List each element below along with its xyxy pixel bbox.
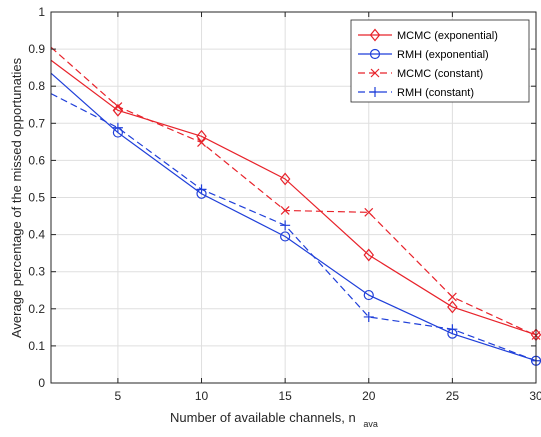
y-axis-label: Average percentage of the missed opportu… [9, 57, 24, 338]
x-tick-label: 20 [362, 389, 376, 403]
legend-entry: RMH (constant) [358, 87, 474, 99]
marker-x [370, 68, 380, 78]
legend-box [350, 19, 530, 103]
marker-x [364, 207, 374, 217]
y-tick-label: 0.4 [28, 228, 45, 242]
legend-entry: MCMC (constant) [358, 68, 483, 80]
x-axis-label: Number of available channels, n ava [170, 410, 378, 429]
legend: MCMC (exponential) RMH (exponential) MCMC … [350, 19, 530, 103]
x-tick-label: 5 [115, 389, 122, 403]
y-tick-label: 0 [38, 376, 45, 390]
legend-label: RMH (exponential) [397, 49, 489, 61]
y-tick-label: 0.6 [28, 153, 45, 167]
grid [51, 11, 537, 384]
marker-plus [370, 87, 380, 97]
marker-x [113, 102, 123, 112]
y-tick-label: 0.8 [28, 79, 45, 93]
marker-x [280, 206, 290, 215]
x-tick-label: 10 [195, 389, 209, 403]
marker-plus [280, 220, 291, 231]
ticks [51, 11, 537, 384]
marker-x [447, 292, 457, 302]
x-tick-labels: 5 10 15 20 25 30 [115, 389, 541, 403]
legend-label: RMH (constant) [397, 87, 474, 99]
legend-entry: RMH (exponential) [358, 48, 489, 61]
marker-plus [112, 122, 123, 133]
marker-diamond [363, 248, 375, 262]
marker-plus [447, 324, 458, 335]
y-tick-label: 0.1 [28, 339, 45, 353]
y-tick-label: 0.2 [28, 302, 45, 316]
x-tick-label: 15 [278, 389, 292, 403]
marker-circle [369, 48, 381, 60]
x-axis-label-main: Number of available channels, n [170, 410, 356, 425]
marker-diamond [369, 28, 381, 42]
marker-diamond [279, 172, 291, 186]
x-tick-label: 30 [529, 389, 541, 403]
marker-diamond [447, 300, 458, 314]
marker-plus [196, 184, 207, 195]
legend-entry: MCMC (exponential) [358, 28, 498, 42]
y-tick-label: 0.3 [28, 265, 45, 279]
series-layer [50, 46, 541, 366]
y-tick-label: 0.5 [28, 191, 45, 205]
y-tick-label: 0.7 [28, 116, 45, 130]
marker-circle [363, 289, 374, 301]
y-tick-label: 0.9 [28, 42, 45, 56]
series-3 [50, 46, 541, 340]
x-tick-label: 25 [446, 389, 460, 403]
y-tick-labels: 0 0.1 0.2 0.3 0.4 0.5 0.6 0.7 0.8 0.9 1 [28, 5, 45, 390]
y-tick-label: 1 [38, 5, 45, 19]
legend-label: MCMC (exponential) [397, 30, 498, 42]
marker-x [197, 138, 206, 148]
marker-circle [280, 231, 291, 242]
marker-plus [363, 311, 374, 322]
legend-label: MCMC (constant) [397, 68, 483, 80]
x-axis-label-subscript: ava [363, 419, 378, 429]
series-line [50, 59, 537, 336]
